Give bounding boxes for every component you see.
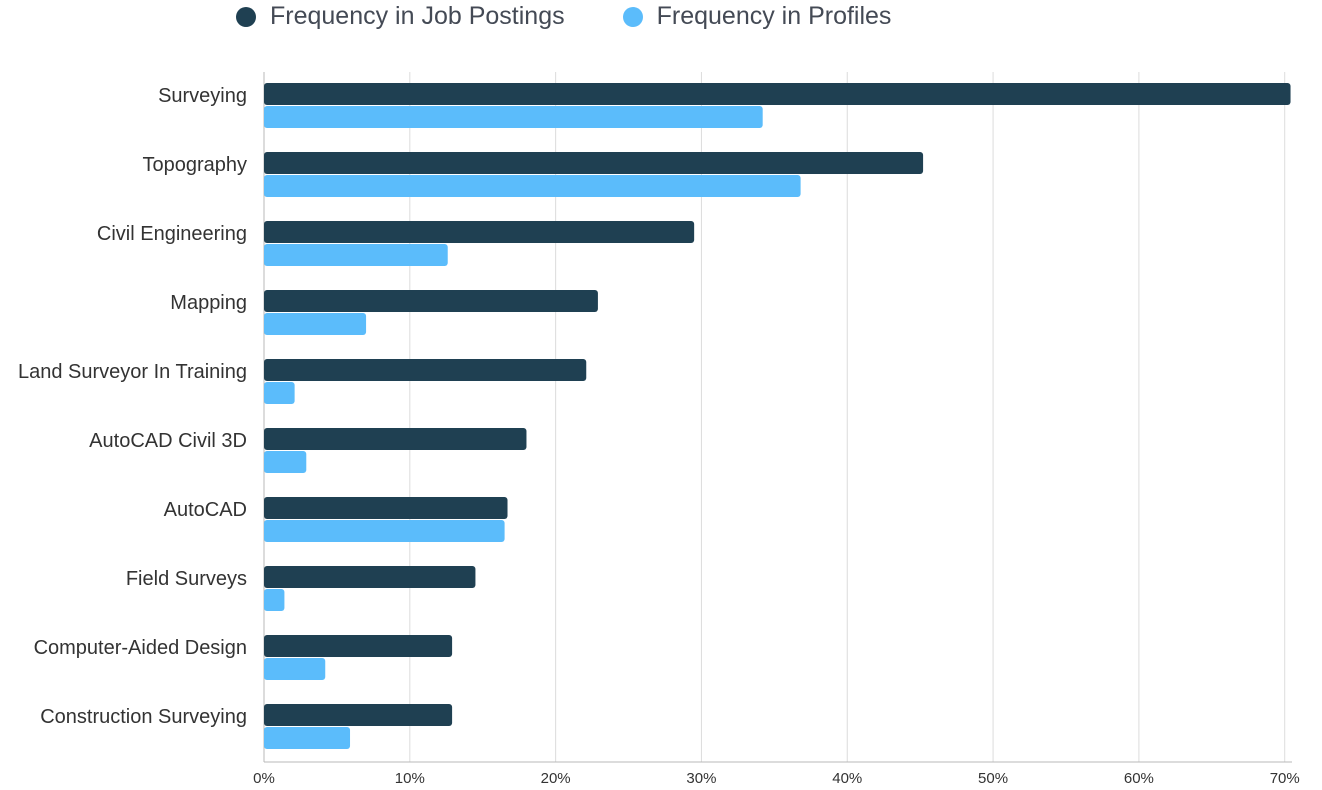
- bar-profiles: [264, 658, 326, 680]
- bar-job-postings: [264, 566, 476, 588]
- category-label: Topography: [142, 154, 247, 176]
- category-label: Civil Engineering: [97, 223, 247, 245]
- category-label: Land Surveyor In Training: [18, 361, 247, 383]
- bar-job-postings: [264, 428, 527, 450]
- legend-swatch-profiles: [622, 6, 643, 27]
- category-label: Field Surveys: [126, 568, 247, 590]
- category-label: Computer-Aided Design: [34, 637, 247, 659]
- x-tick-label: 0%: [253, 770, 275, 787]
- bar-job-postings: [264, 497, 508, 519]
- legend-item-profiles: Frequency in Profiles: [622, 2, 892, 31]
- bar-profiles: [264, 175, 801, 197]
- category-label: Mapping: [170, 292, 247, 314]
- x-tick-label: 30%: [686, 770, 716, 787]
- bar-job-postings: [264, 359, 587, 381]
- legend-label-job-postings: Frequency in Job Postings: [270, 2, 565, 30]
- x-tick-label: 20%: [541, 770, 571, 787]
- x-tick-label: 40%: [832, 770, 862, 787]
- category-label: AutoCAD Civil 3D: [89, 430, 247, 452]
- category-label: Construction Surveying: [40, 706, 247, 728]
- bar-job-postings: [264, 290, 598, 312]
- bar-job-postings: [264, 152, 924, 174]
- category-label: AutoCAD: [164, 499, 247, 521]
- bar-profiles: [264, 520, 505, 542]
- legend-label-profiles: Frequency in Profiles: [656, 2, 892, 30]
- bar-profiles: [264, 451, 307, 473]
- bar-profiles: [264, 313, 367, 335]
- bar-job-postings: [264, 221, 695, 243]
- chart-legend: Frequency in Job Postings Frequency in P…: [236, 2, 949, 31]
- bar-profiles: [264, 382, 295, 404]
- x-tick-label: 60%: [1124, 770, 1154, 787]
- bar-job-postings: [264, 704, 453, 726]
- bar-profiles: [264, 727, 351, 749]
- legend-item-job-postings: Frequency in Job Postings: [236, 2, 565, 31]
- bar-job-postings: [264, 635, 453, 657]
- x-tick-label: 70%: [1270, 770, 1300, 787]
- bar-profiles: [264, 106, 763, 128]
- legend-swatch-job-postings: [236, 6, 256, 27]
- category-label: Surveying: [158, 85, 247, 107]
- bar-profiles: [264, 589, 285, 611]
- x-tick-label: 50%: [978, 770, 1008, 787]
- bar-profiles: [264, 244, 448, 266]
- x-tick-label: 10%: [395, 770, 425, 787]
- bar-job-postings: [264, 83, 1291, 105]
